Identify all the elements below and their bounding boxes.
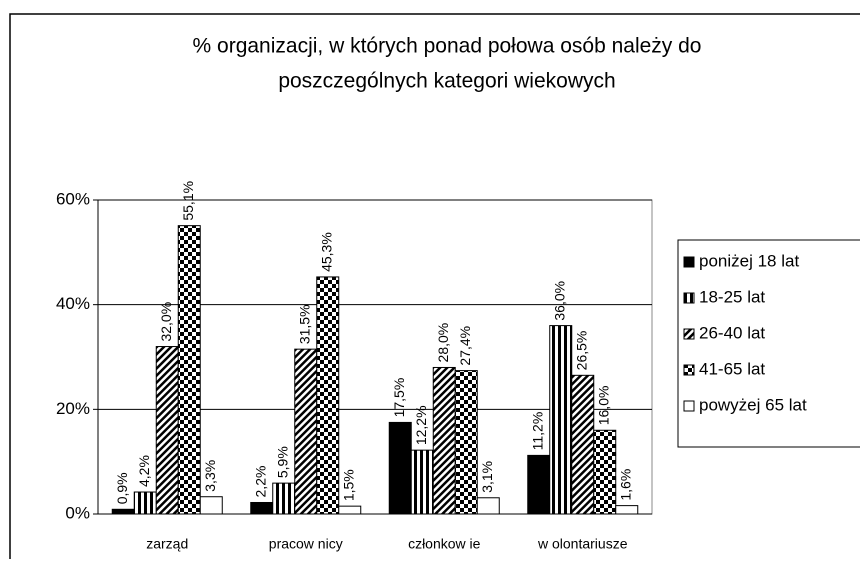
- x-tick-label: pracow nicy: [269, 536, 343, 552]
- y-tick-label: 20%: [56, 399, 90, 418]
- legend-label: 41-65 lat: [699, 359, 765, 378]
- data-label: 32,0%: [158, 302, 174, 342]
- legend-label: 26-40 lat: [699, 323, 765, 342]
- bar: [155, 346, 179, 515]
- legend-swatch: [683, 328, 695, 340]
- legend-swatch: [683, 292, 695, 304]
- chart-title: % organizacji, w których ponad połowa os…: [193, 35, 702, 58]
- data-label: 0,9%: [114, 472, 130, 504]
- data-label: 1,5%: [340, 469, 356, 501]
- bar: [615, 505, 639, 515]
- bar: [177, 225, 201, 515]
- legend-swatch: [683, 400, 695, 412]
- data-label: 2,2%: [252, 466, 268, 498]
- data-label: 26,5%: [573, 331, 589, 371]
- bar: [476, 497, 500, 515]
- data-label: 1,6%: [617, 469, 633, 501]
- legend-label: 18-25 lat: [699, 287, 765, 306]
- legend-label: poniżej 18 lat: [699, 251, 799, 270]
- bar: [388, 421, 412, 515]
- legend-swatch: [683, 364, 695, 376]
- x-tick-label: członkow ie: [408, 536, 481, 552]
- y-tick-label: 40%: [56, 294, 90, 313]
- y-tick-label: 0%: [65, 503, 90, 522]
- data-label: 36,0%: [551, 281, 567, 321]
- bar: [294, 348, 318, 515]
- bar: [199, 496, 223, 515]
- bar: [316, 276, 340, 515]
- bar: [338, 505, 362, 515]
- x-tick-label: w olontariusze: [537, 536, 628, 552]
- data-label: 3,1%: [479, 461, 495, 493]
- data-label: 12,2%: [413, 405, 429, 445]
- bar: [250, 501, 274, 515]
- data-label: 17,5%: [391, 378, 407, 418]
- chart-title: poszczególnych kategori wiekowych: [278, 70, 615, 93]
- legend-swatch: [683, 256, 695, 268]
- data-label: 5,9%: [274, 446, 290, 478]
- bar: [272, 482, 296, 515]
- data-label: 27,4%: [457, 326, 473, 366]
- bar: [549, 325, 573, 515]
- data-label: 16,0%: [595, 386, 611, 426]
- bar: [111, 508, 135, 515]
- data-label: 55,1%: [180, 181, 196, 221]
- bar: [527, 454, 551, 515]
- data-label: 4,2%: [136, 455, 152, 487]
- data-label: 3,3%: [202, 460, 218, 492]
- bar: [432, 366, 456, 515]
- bar: [571, 374, 595, 515]
- data-label: 31,5%: [296, 304, 312, 344]
- data-label: 28,0%: [435, 323, 451, 363]
- bar: [133, 491, 157, 515]
- bar: [410, 449, 434, 515]
- data-label: 45,3%: [318, 232, 334, 272]
- x-tick-label: zarząd: [146, 536, 188, 552]
- bar: [593, 429, 617, 515]
- data-label: 11,2%: [529, 412, 545, 451]
- y-tick-label: 60%: [56, 189, 90, 208]
- legend: [677, 239, 860, 448]
- legend-label: powyżej 65 lat: [699, 395, 807, 414]
- bar: [454, 370, 478, 515]
